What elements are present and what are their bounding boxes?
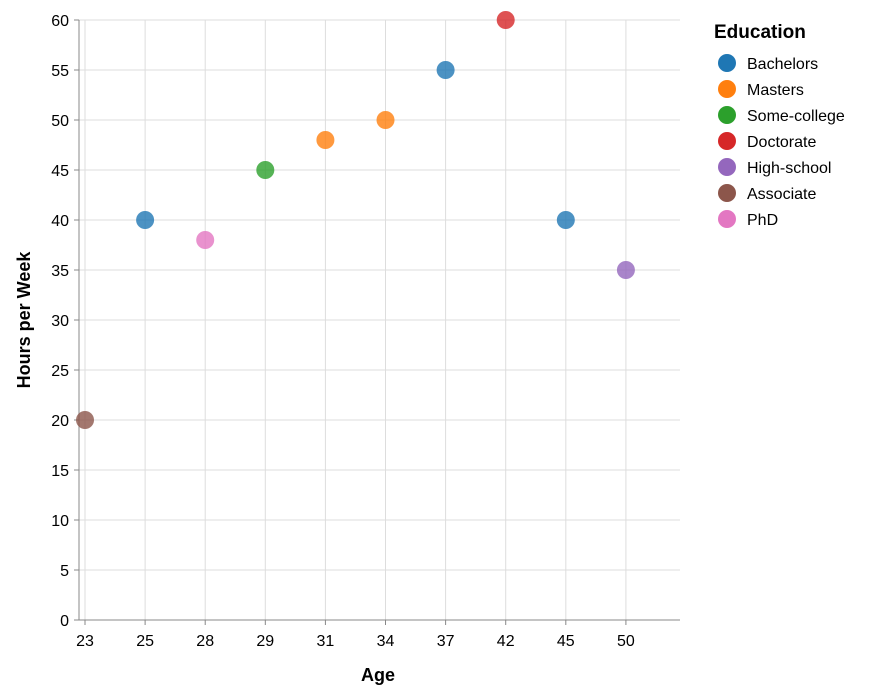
y-tick-label: 20 (51, 413, 69, 430)
x-axis-title: Age (361, 665, 395, 685)
data-point[interactable] (436, 61, 455, 79)
legend-item: Some-college (718, 106, 845, 125)
legend-item: High-school (718, 158, 831, 177)
y-tick-label: 55 (51, 63, 69, 80)
y-tick-label: 45 (51, 163, 69, 180)
y-tick-label: 50 (51, 113, 69, 130)
x-tick-label: 45 (557, 633, 575, 650)
data-point[interactable] (376, 111, 395, 129)
legend-entries: Bachelors Masters Some-college Doctorate Hig… (718, 54, 845, 229)
x-tick-label: 37 (437, 633, 455, 650)
legend-item: Bachelors (718, 54, 818, 73)
data-point[interactable] (316, 131, 335, 149)
legend-label: Bachelors (747, 56, 818, 73)
legend-title: Education (714, 22, 806, 43)
legend-label: Doctorate (747, 134, 816, 151)
legend-swatch (718, 184, 736, 202)
data-point[interactable] (556, 211, 575, 229)
data-point[interactable] (616, 261, 635, 279)
legend-label: Some-college (747, 108, 845, 125)
y-tick-label: 40 (51, 213, 69, 230)
x-tick-label: 28 (196, 633, 214, 650)
y-tick-label: 25 (51, 363, 69, 380)
y-axis-title: Hours per Week (14, 251, 34, 389)
data-point[interactable] (76, 411, 95, 429)
grid-layer (79, 19, 680, 621)
x-tick-label: 29 (256, 633, 274, 650)
data-point[interactable] (496, 11, 515, 29)
y-tick-label: 30 (51, 313, 69, 330)
point-layer (76, 11, 635, 429)
legend-swatch (718, 210, 736, 228)
y-tick-label: 15 (51, 463, 69, 480)
y-tick-label: 0 (60, 613, 69, 630)
legend-item: Associate (718, 184, 816, 203)
legend-item: PhD (718, 210, 778, 229)
legend-swatch (718, 54, 736, 72)
legend-swatch (718, 106, 736, 124)
x-tick-label: 23 (76, 633, 94, 650)
legend-label: Masters (747, 82, 804, 99)
legend-label: Associate (747, 186, 816, 203)
x-tick-label: 25 (136, 633, 154, 650)
axis-layer: 0 5 10 15 20 25 30 35 40 45 50 55 60 23 25 28 29 31 34 37 42… (51, 13, 680, 650)
y-tick-label: 60 (51, 13, 69, 30)
y-tick-label: 10 (51, 513, 69, 530)
legend-item: Doctorate (718, 132, 816, 151)
legend-item: Masters (718, 80, 804, 99)
x-tick-label: 31 (317, 633, 335, 650)
data-point[interactable] (136, 211, 155, 229)
data-point[interactable] (256, 161, 275, 179)
legend-label: High-school (747, 160, 831, 177)
legend-label: PhD (747, 212, 778, 229)
legend-swatch (718, 80, 736, 98)
y-tick-label: 35 (51, 263, 69, 280)
x-tick-label: 34 (377, 633, 395, 650)
x-tick-label: 50 (617, 633, 635, 650)
y-tick-label: 5 (60, 563, 69, 580)
x-tick-label: 42 (497, 633, 515, 650)
legend: Education Bachelors Masters Some-college Do… (714, 22, 845, 229)
legend-swatch (718, 158, 736, 176)
data-point[interactable] (196, 231, 215, 249)
legend-swatch (718, 132, 736, 150)
